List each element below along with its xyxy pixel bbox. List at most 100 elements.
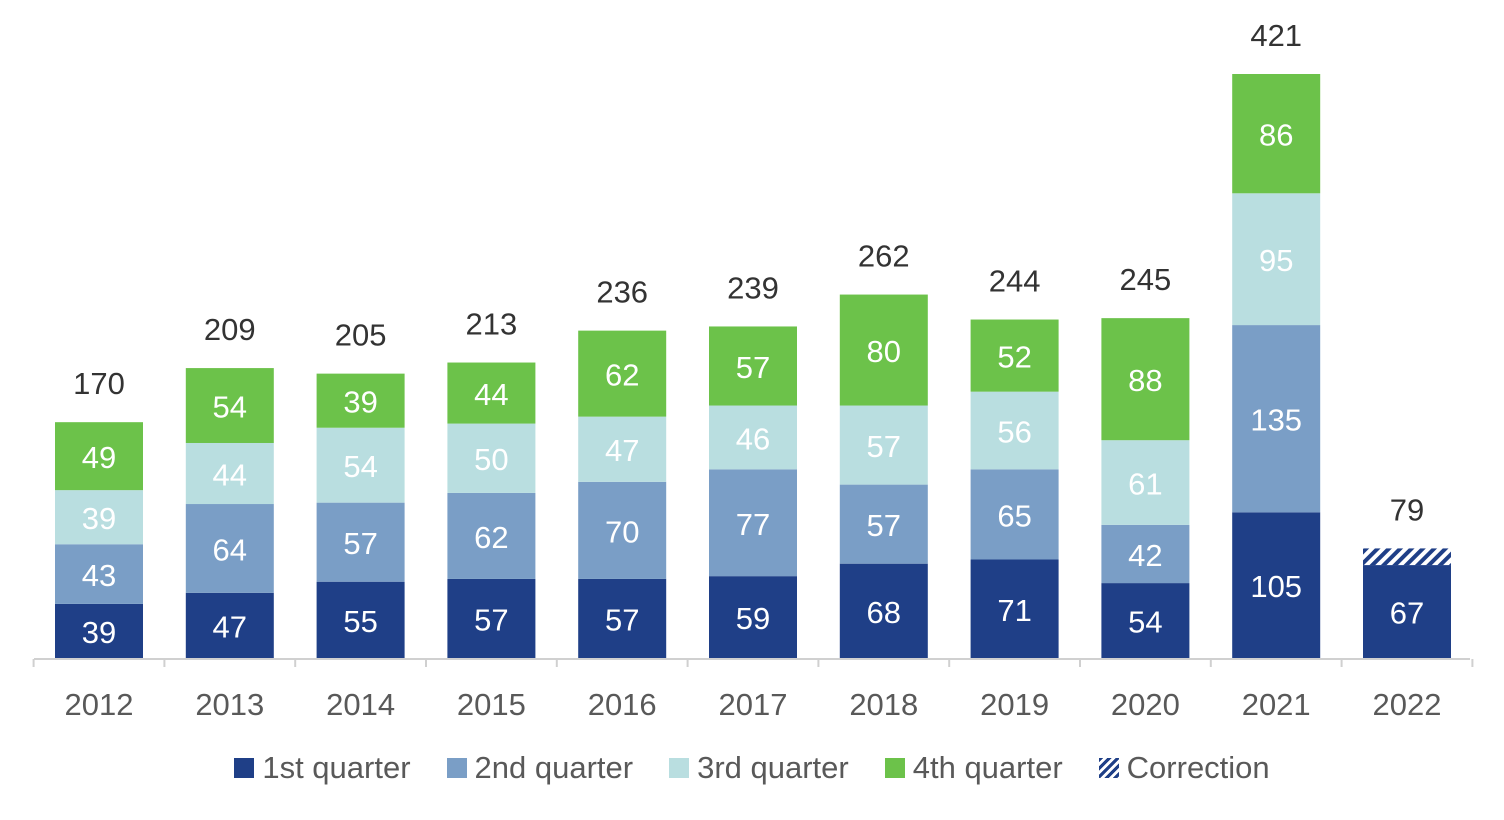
legend-item: 3rd quarter: [669, 750, 849, 786]
x-tick-label: 2019: [980, 687, 1049, 722]
bar-segment: [970, 319, 1059, 392]
bar-segment: [55, 603, 143, 658]
segment-value-label: 68: [867, 595, 901, 630]
legend-item: Correction: [1098, 750, 1270, 786]
legend-swatch: [1098, 758, 1119, 778]
bar-segment: [316, 373, 405, 428]
segment-value-label: 47: [605, 433, 639, 468]
bar-segment: [839, 484, 928, 564]
segment-value-label: 65: [997, 498, 1031, 533]
segment-value-label: 59: [736, 601, 770, 636]
bar-segment: [578, 481, 667, 579]
segment-value-label: 47: [213, 609, 247, 644]
legend-label: 1st quarter: [262, 750, 411, 785]
bar-segment: [316, 581, 405, 658]
segment-value-label: 57: [867, 508, 901, 543]
bar-segment: [316, 502, 405, 582]
x-tick-label: 2012: [65, 687, 134, 722]
segment-value-label: 70: [605, 514, 639, 549]
x-tick-label: 2015: [457, 687, 526, 722]
segment-value-label: 135: [1250, 403, 1302, 438]
segment-value-label: 57: [474, 602, 508, 637]
segment-value-label: 39: [343, 385, 377, 420]
legend-label: Correction: [1126, 750, 1270, 785]
bar-segment: [578, 416, 667, 482]
segment-value-label: 54: [213, 390, 247, 425]
bar-segment: [1363, 565, 1451, 658]
segment-value-label: 50: [474, 442, 508, 477]
bar-total-label: 170: [73, 366, 125, 401]
bar-total-label: 213: [466, 307, 518, 342]
bar-segment: [447, 423, 536, 493]
segment-value-label: 54: [343, 449, 377, 484]
legend-item: 2nd quarter: [446, 750, 634, 786]
legend-swatch: [446, 758, 467, 778]
bar-segment: [839, 405, 928, 485]
bar-segment: [55, 544, 143, 604]
bar-segment: [1232, 193, 1321, 326]
bar-segment: [185, 368, 274, 443]
segment-value-label: 86: [1259, 118, 1293, 153]
segment-value-label: 43: [82, 558, 116, 593]
segment-value-label: 57: [605, 602, 639, 637]
bar-segment: [970, 469, 1059, 560]
x-tick-label: 2016: [588, 687, 657, 722]
bar-total-label: 205: [335, 318, 387, 353]
chart-legend: 1st quarter 2nd quarter 3rd quarter 4th qua…: [0, 750, 1504, 786]
x-tick-label: 2022: [1373, 687, 1442, 722]
segment-value-label: 77: [736, 507, 770, 542]
x-tick-label: 2018: [849, 687, 918, 722]
bar-segment: [709, 576, 797, 658]
legend-label: 3rd quarter: [697, 750, 849, 785]
segment-value-label: 64: [213, 532, 247, 567]
bar-total-label: 421: [1250, 18, 1302, 53]
segment-value-label: 62: [605, 358, 639, 393]
segment-value-label: 80: [867, 334, 901, 369]
legend-item: 4th quarter: [884, 750, 1063, 786]
segment-value-label: 105: [1250, 569, 1302, 604]
segment-value-label: 67: [1390, 596, 1424, 631]
legend-label: 2nd quarter: [474, 750, 634, 785]
segment-value-label: 42: [1128, 538, 1162, 573]
segment-value-label: 88: [1128, 363, 1162, 398]
bar-segment: [1101, 318, 1190, 441]
bar-segment: [578, 578, 667, 658]
bar-segment: [1363, 548, 1451, 566]
bar-segment: [1232, 74, 1321, 194]
bar-segment: [1101, 524, 1190, 584]
bar-segment: [55, 490, 143, 545]
bar-segment: [709, 405, 797, 470]
bar-segment: [839, 294, 928, 406]
bar-segment: [447, 362, 536, 424]
bar-total-label: 79: [1390, 492, 1424, 527]
segment-value-label: 62: [474, 520, 508, 555]
bar-segment: [709, 469, 797, 577]
bar-segment: [55, 422, 143, 491]
bar-total-label: 245: [1120, 262, 1172, 297]
x-tick-label: 2020: [1111, 687, 1180, 722]
legend-label: 4th quarter: [912, 750, 1063, 785]
bar-segment: [1101, 583, 1190, 658]
segment-value-label: 39: [82, 615, 116, 650]
bar-segment: [970, 391, 1059, 470]
segment-value-label: 61: [1128, 467, 1162, 502]
bar-segment: [839, 563, 928, 658]
segment-value-label: 57: [343, 526, 377, 561]
bar-segment: [447, 492, 536, 579]
bar-segment: [709, 326, 797, 406]
chart-plot-area: 39 43 39 49 170 2012 47 64 44 54 209 2013 55 57 54 39 20…: [32, 18, 1474, 722]
segment-value-label: 54: [1128, 605, 1162, 640]
legend-swatch: [884, 758, 905, 778]
segment-value-label: 95: [1259, 243, 1293, 278]
segment-value-label: 44: [213, 458, 247, 493]
bar-segment: [185, 504, 274, 593]
bar-segment: [185, 592, 274, 658]
segment-value-label: 46: [736, 421, 770, 456]
bar-segment: [447, 578, 536, 658]
bar-total-label: 236: [596, 275, 648, 310]
legend-swatch: [234, 758, 255, 778]
bar-segment: [578, 330, 667, 417]
bar-segment: [185, 442, 274, 505]
x-tick-label: 2021: [1242, 687, 1311, 722]
bar-segment: [1232, 512, 1321, 658]
